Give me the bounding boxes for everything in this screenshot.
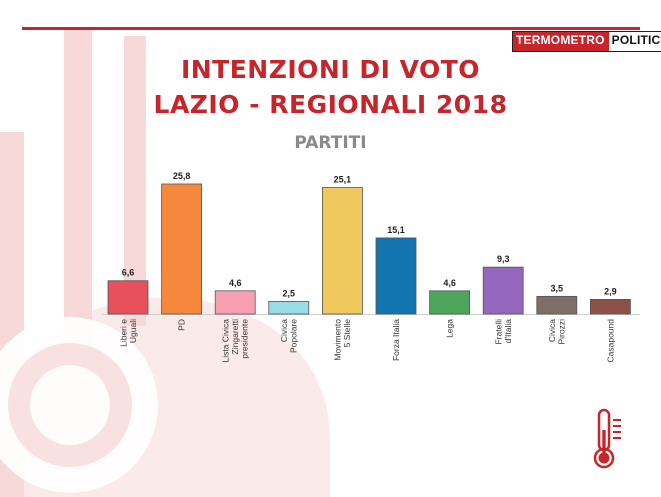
chart-title-line2: LAZIO - REGIONALI 2018 [153,90,508,119]
category-label-line: Movimento [333,319,343,361]
category-label-line: Casapound [605,319,615,363]
thermometer-icon [593,408,621,469]
bar [590,298,631,315]
data-label: 2,5 [283,288,296,298]
category-label: PD [177,319,187,331]
bar [214,290,256,315]
data-label: 25,8 [173,171,191,181]
bar [482,266,524,315]
bar [161,183,203,315]
category-label: Liberi eUguali [118,319,138,347]
data-label: 25,1 [334,175,352,185]
category-label-line: Fratelli [493,319,503,345]
category-label: Lega [445,319,455,338]
data-label: 2,9 [604,286,617,296]
category-label-line: Uguali [128,319,138,343]
category-label-line: Forza Italia [391,319,401,361]
category-label-line: Zingaretti [230,319,240,355]
bar [321,187,363,315]
category-label: CivicaPirozzi [547,319,567,345]
chart-subtitle: PARTITI [294,133,367,153]
category-label-line: Pirozzi [557,319,567,345]
category-label-line: PD [177,319,187,331]
category-label-line: Lega [445,319,455,338]
chart-title-line1: INTENZIONI DI VOTO [180,55,481,84]
data-label: 4,6 [443,278,456,288]
logo-text-termometro: TERMOMETRO [513,32,609,51]
category-label-line: 5 Stelle [342,319,352,348]
category-label-line: Civica [547,319,557,342]
category-label: Lista CivicaZingarettipresidente [221,319,250,363]
bar [429,290,471,315]
category-label-line: Civica [279,319,289,342]
category-label: Fratellid'Italia [493,319,513,345]
header-rule [22,27,640,30]
bar [536,295,578,315]
data-label: 3,5 [551,283,564,293]
category-label-line: d'Italia [503,319,513,344]
category-label: CivicaPopolare [279,319,299,353]
category-label: Casapound [605,319,615,363]
bar [268,301,310,315]
category-label: Movimento5 Stelle [333,319,353,361]
category-label-line: Lista Civica [221,319,231,363]
category-label-line: Popolare [289,319,299,353]
bar [107,280,149,315]
data-label: 15,1 [387,225,405,235]
logo-text-politico: POLITICO [608,32,661,51]
data-label: 4,6 [229,278,242,288]
category-label: Forza Italia [391,319,401,361]
category-label-line: Liberi e [118,319,128,347]
termometro-politico-logo: TERMOMETRO POLITICO [512,31,661,52]
bar [375,237,417,315]
data-label: 6,6 [122,268,135,278]
data-label: 9,3 [497,254,510,264]
category-label-line: presidente [240,319,250,359]
